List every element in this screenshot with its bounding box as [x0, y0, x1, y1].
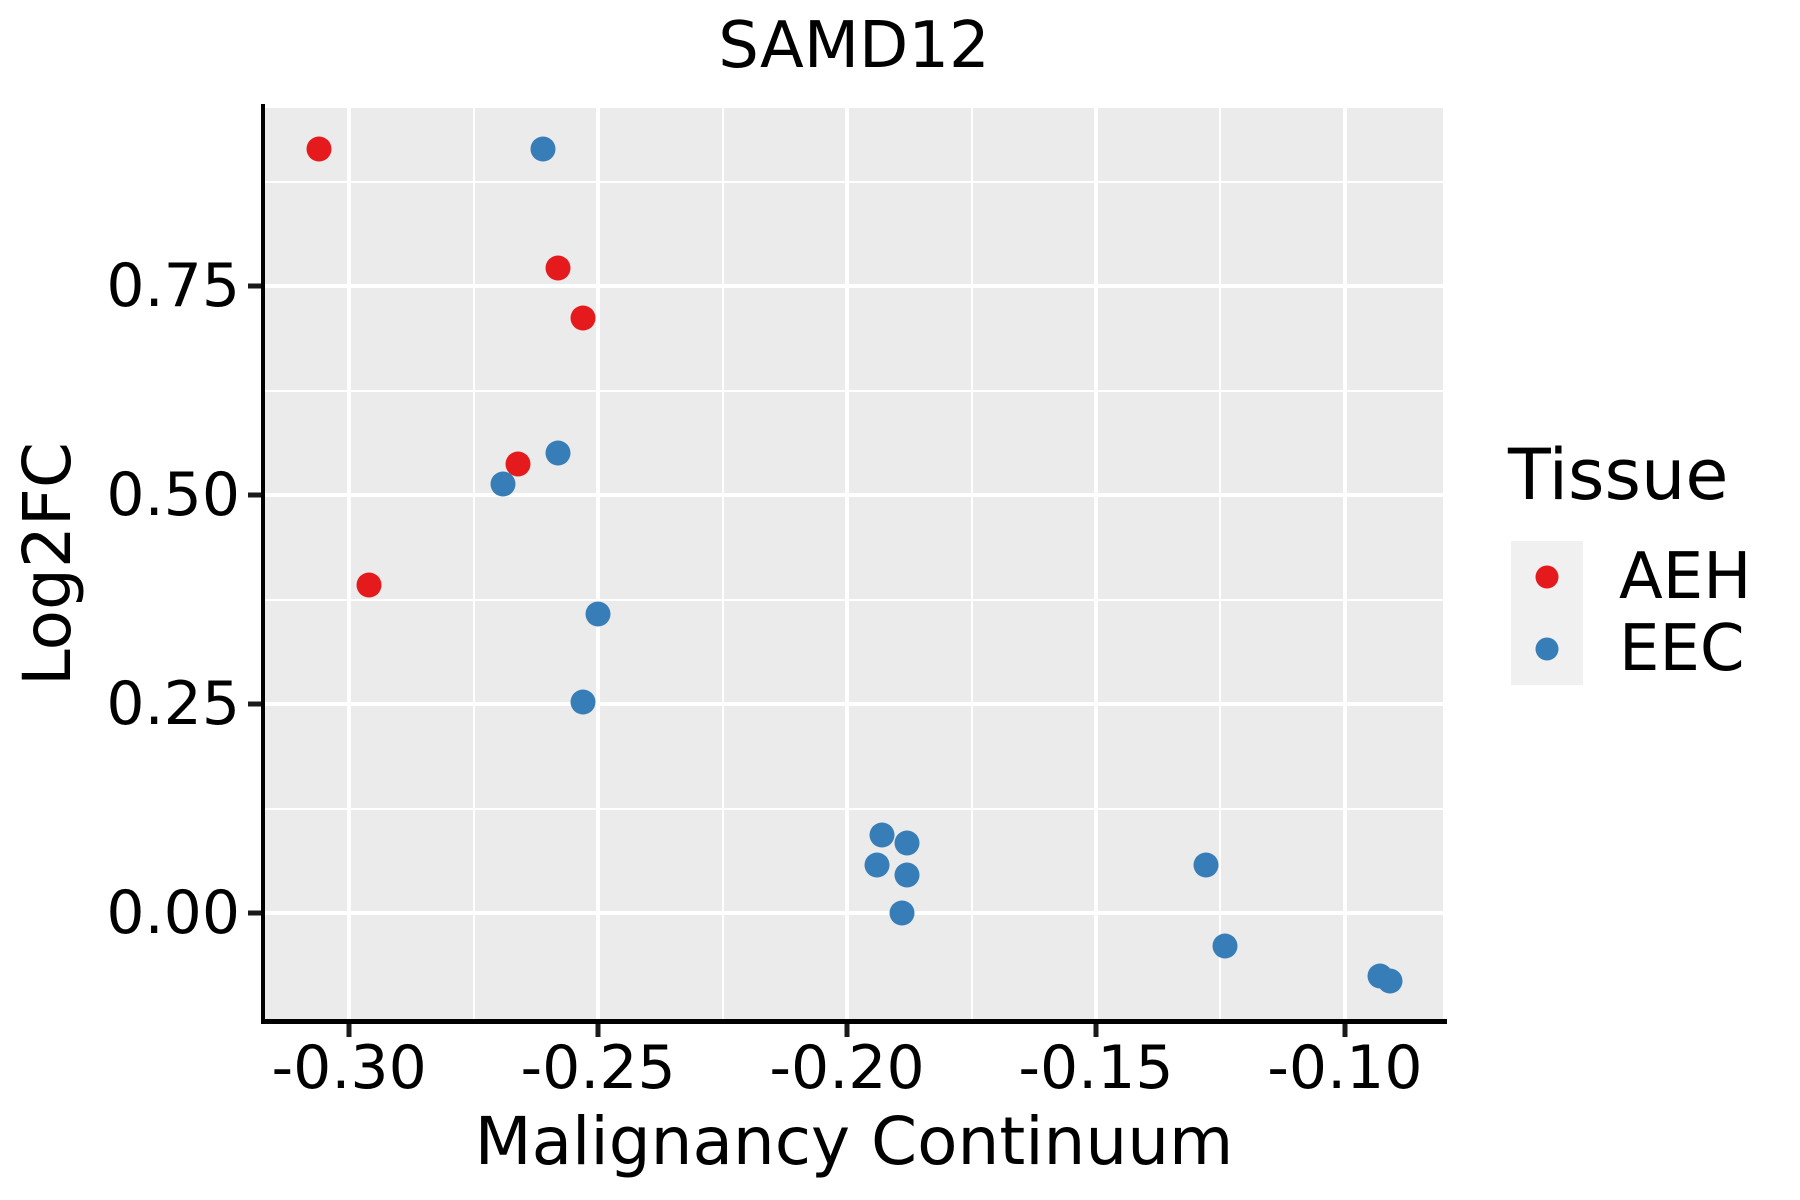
- y-tick-label: 0.50: [106, 460, 240, 531]
- scatter-point-eec: [1193, 852, 1218, 878]
- x-tick-label: -0.15: [1018, 1033, 1174, 1103]
- gridline-y-major: [265, 702, 1443, 707]
- gridline-y-minor: [265, 598, 1443, 601]
- scatter-point-eec: [894, 862, 920, 888]
- legend-dot-icon: [1535, 565, 1559, 589]
- y-axis-tick: [248, 910, 261, 916]
- scatter-point-aeh: [570, 305, 596, 331]
- legend-key-box: [1511, 613, 1583, 685]
- gridline-x-major: [1093, 108, 1098, 1020]
- gridline-y-major: [265, 493, 1443, 498]
- scatter-point-eec: [894, 830, 920, 856]
- x-axis-tick: [346, 1024, 352, 1037]
- scatter-point-eec: [1212, 933, 1238, 959]
- legend-entry-label: EEC: [1619, 612, 1745, 686]
- scatter-point-aeh: [505, 451, 531, 477]
- legend-entry-label: AEH: [1619, 540, 1752, 614]
- gridline-y-minor: [265, 389, 1443, 392]
- x-axis-tick: [1093, 1024, 1099, 1037]
- x-axis-title: Malignancy Continuum: [474, 1103, 1234, 1180]
- scatter-point-eec: [869, 822, 895, 848]
- gridline-y-minor: [265, 807, 1443, 810]
- x-tick-label: -0.25: [520, 1033, 676, 1103]
- legend-key-box: [1511, 541, 1583, 613]
- y-axis-tick: [248, 492, 261, 498]
- x-tick-label: -0.10: [1267, 1033, 1423, 1103]
- gridline-x-major: [347, 108, 352, 1020]
- y-axis-title: Log2FC: [9, 442, 86, 686]
- gridline-x-minor: [1219, 108, 1222, 1020]
- gridline-x-major: [845, 108, 850, 1020]
- scatter-point-aeh: [545, 255, 571, 281]
- gridline-y-major: [265, 284, 1443, 289]
- x-tick-label: -0.30: [271, 1033, 427, 1103]
- gridline-x-major: [596, 108, 601, 1020]
- legend-dot-icon: [1535, 637, 1559, 661]
- scatter-point-eec: [889, 900, 915, 926]
- gridline-y-minor: [265, 180, 1443, 183]
- x-axis-tick: [595, 1024, 601, 1037]
- plot-panel: [265, 108, 1443, 1020]
- plot-title: SAMD12: [718, 9, 990, 83]
- scatter-point-eec: [530, 136, 556, 162]
- x-axis-tick: [844, 1024, 850, 1037]
- gridline-x-minor: [970, 108, 973, 1020]
- x-axis-line: [261, 1019, 1447, 1024]
- scatter-point-eec: [490, 471, 516, 497]
- gridline-y-major: [265, 911, 1443, 915]
- legend-title: Tissue: [1508, 434, 1729, 516]
- y-tick-label: 0.75: [106, 251, 240, 322]
- gridline-x-major: [1342, 108, 1347, 1020]
- scatter-point-eec: [585, 601, 611, 627]
- x-axis-tick: [1342, 1024, 1348, 1037]
- gridline-x-minor: [721, 108, 724, 1020]
- scatter-point-aeh: [356, 572, 382, 598]
- y-axis-tick: [248, 283, 261, 289]
- y-tick-label: 0.25: [106, 669, 240, 740]
- gridline-x-minor: [472, 108, 475, 1020]
- y-axis-line: [261, 104, 265, 1023]
- x-tick-label: -0.20: [769, 1033, 925, 1103]
- scatter-point-eec: [1377, 968, 1403, 994]
- y-tick-label: 0.00: [106, 878, 240, 948]
- y-axis-tick: [248, 701, 261, 707]
- scatter-point-eec: [864, 852, 890, 878]
- scatter-point-aeh: [306, 136, 332, 162]
- scatter-point-eec: [570, 689, 596, 715]
- scatter-point-eec: [545, 440, 571, 466]
